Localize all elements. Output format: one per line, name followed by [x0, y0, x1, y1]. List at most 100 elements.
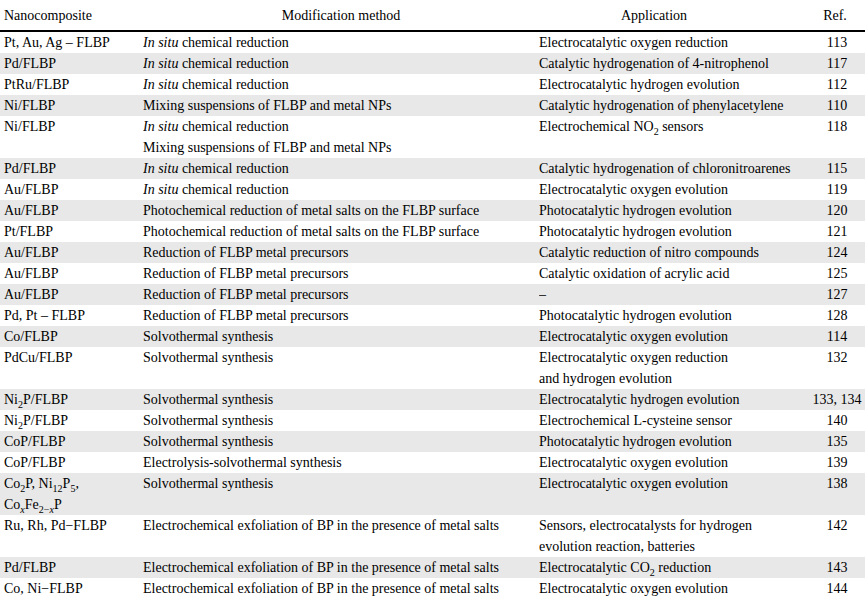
modification-method-cell: In situ chemical reduction: [143, 158, 539, 179]
application-cell: Catalytic hydrogenation of phenylacetyle…: [539, 95, 809, 116]
application-cell: Electrocatalytic oxygen evolution: [539, 326, 809, 347]
application-cell: Electrocatalytic oxygen reduction: [539, 31, 809, 53]
table-row: Au/FLBP Photochemical reduction of metal…: [0, 200, 865, 221]
nanocomposite-cell: Pt, Au, Ag – FLBP: [0, 31, 143, 53]
table-row: Ni2P/FLBP Solvothermal synthesis Electro…: [0, 389, 865, 410]
ref-cell: 138: [809, 473, 865, 515]
modification-method-cell: Electrochemical exfoliation of BP in the…: [143, 515, 539, 557]
application-cell: Catalytic hydrogenation of 4-nitrophenol: [539, 53, 809, 74]
ref-cell: 135: [809, 431, 865, 452]
nanocomposite-cell: Au/FLBP: [0, 284, 143, 305]
table-row: Au/FLBP In situ chemical reduction Elect…: [0, 179, 865, 200]
nanocomposite-cell: PdCu/FLBP: [0, 347, 143, 389]
application-cell: Photocatalytic hydrogen evolution: [539, 431, 809, 452]
ref-cell: 144: [809, 578, 865, 598]
modification-method-cell: Solvothermal synthesis: [143, 410, 539, 431]
table-row: Pd, Pt – FLBP Reduction of FLBP metal pr…: [0, 305, 865, 326]
application-cell: –: [539, 284, 809, 305]
ref-cell: 140: [809, 410, 865, 431]
ref-cell: 113: [809, 31, 865, 53]
ref-cell: 112: [809, 74, 865, 95]
modification-method-cell: Photochemical reduction of metal salts o…: [143, 221, 539, 242]
table-row: Pd/FLBP Electrochemical exfoliation of B…: [0, 557, 865, 578]
application-cell: Electrocatalytic oxygen evolution: [539, 473, 809, 515]
nanocomposite-cell: Pd/FLBP: [0, 53, 143, 74]
nanocomposite-cell: Co2P, Ni12P5, CoxFe2−xP: [0, 473, 143, 515]
application-cell: Electrochemical NO2 sensors: [539, 116, 809, 158]
modification-method-cell: Reduction of FLBP metal precursors: [143, 263, 539, 284]
ref-cell: 115: [809, 158, 865, 179]
ref-cell: 124: [809, 242, 865, 263]
table-row: Pt/FLBP Photochemical reduction of metal…: [0, 221, 865, 242]
nanocomposite-table: Nanocomposite Modification method Applic…: [0, 0, 865, 598]
column-header-ref: Ref.: [809, 0, 865, 31]
application-cell: Electrocatalytic CO2 reduction: [539, 557, 809, 578]
modification-method-cell: Electrochemical exfoliation of BP in the…: [143, 557, 539, 578]
modification-method-cell: In situ chemical reduction: [143, 31, 539, 53]
column-header-application: Application: [539, 0, 809, 31]
modification-method-cell: Solvothermal synthesis: [143, 347, 539, 389]
nanocomposite-cell: Pd/FLBP: [0, 557, 143, 578]
header-row: Nanocomposite Modification method Applic…: [0, 0, 865, 31]
modification-method-cell: Electrochemical exfoliation of BP in the…: [143, 578, 539, 598]
table-row: Co, Ni−FLBP Electrochemical exfoliation …: [0, 578, 865, 598]
nanocomposite-cell: Au/FLBP: [0, 200, 143, 221]
ref-cell: 142: [809, 515, 865, 557]
table-row: Au/FLBP Reduction of FLBP metal precurso…: [0, 242, 865, 263]
table-row: Ni2P/FLBP Solvothermal synthesis Electro…: [0, 410, 865, 431]
ref-cell: 117: [809, 53, 865, 74]
table-row: CoP/FLBP Solvothermal synthesis Photocat…: [0, 431, 865, 452]
nanocomposite-cell: Ni/FLBP: [0, 95, 143, 116]
nanocomposite-cell: Ni2P/FLBP: [0, 410, 143, 431]
modification-method-cell: In situ chemical reduction: [143, 74, 539, 95]
table-row: Ru, Rh, Pd−FLBP Electrochemical exfoliat…: [0, 515, 865, 557]
ref-cell: 114: [809, 326, 865, 347]
column-header-nanocomposite: Nanocomposite: [0, 0, 143, 31]
modification-method-cell: Solvothermal synthesis: [143, 389, 539, 410]
application-cell: Electrocatalytic hydrogen evolution: [539, 74, 809, 95]
nanocomposite-cell: Pd/FLBP: [0, 158, 143, 179]
ref-cell: 139: [809, 452, 865, 473]
nanocomposite-cell: Ni/FLBP: [0, 116, 143, 158]
application-cell: Electrocatalytic oxygen evolution: [539, 578, 809, 598]
table-row: CoP/FLBP Electrolysis-solvothermal synth…: [0, 452, 865, 473]
table-body: Pt, Au, Ag – FLBP In situ chemical reduc…: [0, 31, 865, 598]
ref-cell: 119: [809, 179, 865, 200]
ref-cell: 110: [809, 95, 865, 116]
table-row: Pt, Au, Ag – FLBP In situ chemical reduc…: [0, 31, 865, 53]
modification-method-cell: Solvothermal synthesis: [143, 326, 539, 347]
modification-method-cell: Electrolysis-solvothermal synthesis: [143, 452, 539, 473]
application-cell: Catalytic reduction of nitro compounds: [539, 242, 809, 263]
modification-method-cell: Solvothermal synthesis: [143, 431, 539, 452]
application-cell: Electrocatalytic oxygen evolution: [539, 179, 809, 200]
ref-cell: 133, 134: [809, 389, 865, 410]
table-row: Ni/FLBP In situ chemical reduction Mixin…: [0, 116, 865, 158]
nanocomposite-cell: Au/FLBP: [0, 179, 143, 200]
ref-cell: 143: [809, 557, 865, 578]
application-cell: Catalytic hydrogenation of chloronitroar…: [539, 158, 809, 179]
ref-cell: 128: [809, 305, 865, 326]
modification-method-cell: Reduction of FLBP metal precursors: [143, 242, 539, 263]
modification-method-cell: Reduction of FLBP metal precursors: [143, 284, 539, 305]
nanocomposite-cell: Pd, Pt – FLBP: [0, 305, 143, 326]
application-cell: Electrocatalytic oxygen evolution: [539, 452, 809, 473]
table-header: Nanocomposite Modification method Applic…: [0, 0, 865, 31]
table-row: Co/FLBP Solvothermal synthesis Electroca…: [0, 326, 865, 347]
application-cell: Photocatalytic hydrogen evolution: [539, 221, 809, 242]
application-cell: Catalytic oxidation of acrylic acid: [539, 263, 809, 284]
modification-method-cell: Reduction of FLBP metal precursors: [143, 305, 539, 326]
nanocomposite-cell: Ru, Rh, Pd−FLBP: [0, 515, 143, 557]
nanocomposite-cell: PtRu/FLBP: [0, 74, 143, 95]
ref-cell: 127: [809, 284, 865, 305]
modification-method-cell: Mixing suspensions of FLBP and metal NPs: [143, 95, 539, 116]
application-cell: Electrochemical L-cysteine sensor: [539, 410, 809, 431]
table-row: Ni/FLBP Mixing suspensions of FLBP and m…: [0, 95, 865, 116]
modification-method-cell: In situ chemical reduction: [143, 53, 539, 74]
application-cell: Sensors, electrocatalysts for hydrogen e…: [539, 515, 809, 557]
ref-cell: 120: [809, 200, 865, 221]
ref-cell: 125: [809, 263, 865, 284]
application-cell: Electrocatalytic hydrogen evolution: [539, 389, 809, 410]
table-row: Co2P, Ni12P5, CoxFe2−xP Solvothermal syn…: [0, 473, 865, 515]
modification-method-cell: Photochemical reduction of metal salts o…: [143, 200, 539, 221]
application-cell: Photocatalytic hydrogen evolution: [539, 200, 809, 221]
